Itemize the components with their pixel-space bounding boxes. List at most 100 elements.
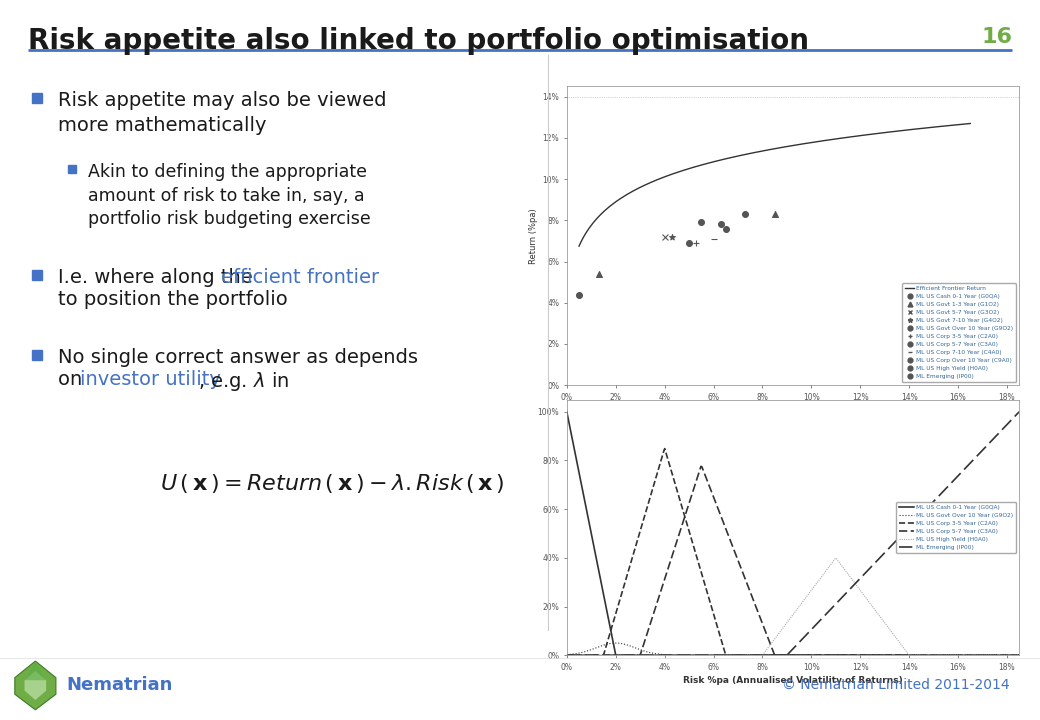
- Efficient Frontier Return: [589, 217, 601, 225]
- Text: Risk appetite also linked to portfolio optimisation: Risk appetite also linked to portfolio o…: [28, 27, 809, 55]
- ML US High Yield (H0A0): [932, 651, 944, 660]
- Point: [705, 233, 722, 245]
- X-axis label: Risk %pa (Annualised Volatility of Returns): Risk %pa (Annualised Volatility of Retur…: [703, 406, 883, 415]
- ML US Cash 0-1 Year (G0QA): [1003, 651, 1015, 660]
- ML US High Yield (H0A0): [805, 585, 817, 594]
- ML US High Yield (H0A0): [831, 555, 843, 564]
- ML US Cash 0-1 Year (G0QA): [831, 651, 843, 660]
- Polygon shape: [25, 661, 46, 680]
- Efficient Frontier Return: [573, 242, 586, 251]
- Text: I.e. where along the: I.e. where along the: [58, 268, 259, 287]
- ML US Corp 3-5 Year (C2A0): [658, 444, 671, 453]
- ML Emerging (IP00): [1003, 419, 1015, 428]
- Text: Akin to defining the appropriate
amount of risk to take in, say, a
portfolio ris: Akin to defining the appropriate amount …: [88, 163, 370, 228]
- ML US Corp 5-7 Year (C3A0): [561, 651, 573, 660]
- Point: [656, 231, 673, 243]
- Efficient Frontier Return: [646, 178, 658, 186]
- ML US Corp 5-7 Year (C3A0): [831, 651, 843, 660]
- ML US Corp 3-5 Year (C2A0): [776, 651, 788, 660]
- Text: Risk appetite may also be viewed
more mathematically: Risk appetite may also be viewed more ma…: [58, 91, 387, 135]
- Efficient Frontier Return: [964, 120, 977, 128]
- ML US Corp 5-7 Year (C3A0): [806, 651, 818, 660]
- ML US Govt Over 10 Year (G9O2): [1003, 651, 1015, 660]
- Point: [693, 217, 709, 228]
- Bar: [32, 93, 42, 103]
- ML US Corp 3-5 Year (C2A0): [806, 651, 818, 660]
- Text: © Nematrian Limited 2011-2014: © Nematrian Limited 2011-2014: [782, 678, 1010, 692]
- Point: [664, 231, 680, 243]
- ML Emerging (IP00): [778, 651, 790, 660]
- ML US High Yield (H0A0): [1013, 651, 1025, 660]
- Efficient Frontier Return: [677, 166, 690, 175]
- Polygon shape: [15, 661, 56, 710]
- ML US Corp 3-5 Year (C2A0): [932, 651, 944, 660]
- Text: on: on: [58, 370, 88, 389]
- ML US High Yield (H0A0): [778, 622, 790, 631]
- ML US Corp 5-7 Year (C3A0): [779, 651, 791, 660]
- ML US Corp 5-7 Year (C3A0): [695, 462, 707, 471]
- Bar: [32, 350, 42, 360]
- ML US High Yield (H0A0): [561, 651, 573, 660]
- Line: ML US Govt Over 10 Year (G9O2): ML US Govt Over 10 Year (G9O2): [567, 643, 1019, 655]
- Line: ML US Corp 3-5 Year (C2A0): ML US Corp 3-5 Year (C2A0): [567, 449, 1019, 655]
- Point: [681, 238, 698, 249]
- Text: 16: 16: [981, 27, 1012, 47]
- Efficient Frontier Return: [931, 122, 943, 131]
- ML US Govt Over 10 Year (G9O2): [776, 651, 788, 660]
- ML Emerging (IP00): [776, 651, 788, 660]
- Point: [591, 268, 607, 279]
- Line: ML US Cash 0-1 Year (G0QA): ML US Cash 0-1 Year (G0QA): [567, 412, 1019, 655]
- Text: to position the portfolio: to position the portfolio: [58, 290, 288, 309]
- ML US High Yield (H0A0): [776, 626, 788, 634]
- ML Emerging (IP00): [1013, 408, 1025, 416]
- X-axis label: Risk %pa (Annualised Volatility of Returns): Risk %pa (Annualised Volatility of Retur…: [683, 676, 903, 685]
- ML US Govt Over 10 Year (G9O2): [1013, 651, 1025, 660]
- Polygon shape: [25, 671, 46, 700]
- Text: No single correct answer as depends: No single correct answer as depends: [58, 348, 418, 367]
- ML US Cash 0-1 Year (G0QA): [779, 651, 791, 660]
- ML US High Yield (H0A0): [1003, 651, 1015, 660]
- ML US Govt Over 10 Year (G9O2): [561, 650, 573, 659]
- ML US Corp 5-7 Year (C3A0): [1013, 651, 1025, 660]
- ML US Corp 5-7 Year (C3A0): [776, 651, 788, 660]
- Text: Nematrian: Nematrian: [66, 676, 173, 694]
- Line: ML Emerging (IP00): ML Emerging (IP00): [567, 412, 1019, 655]
- Line: ML US High Yield (H0A0): ML US High Yield (H0A0): [567, 558, 1019, 655]
- Efficient Frontier Return: [596, 208, 608, 217]
- Efficient Frontier Return: [944, 121, 957, 130]
- ML US Cash 0-1 Year (G0QA): [932, 651, 944, 660]
- Legend: ML US Cash 0-1 Year (G0QA), ML US Govt Over 10 Year (G9O2), ML US Corp 3-5 Year : ML US Cash 0-1 Year (G0QA), ML US Govt O…: [896, 502, 1016, 553]
- ML US Govt Over 10 Year (G9O2): [609, 639, 622, 647]
- ML US Cash 0-1 Year (G0QA): [561, 408, 573, 416]
- Point: [766, 208, 783, 220]
- ML US Corp 3-5 Year (C2A0): [1013, 651, 1025, 660]
- ML US Cash 0-1 Year (G0QA): [776, 651, 788, 660]
- ML Emerging (IP00): [830, 599, 842, 608]
- ML US Govt Over 10 Year (G9O2): [779, 651, 791, 660]
- Bar: [32, 270, 42, 280]
- Text: , e.g. $\lambda$ in: , e.g. $\lambda$ in: [198, 370, 289, 393]
- ML US Govt Over 10 Year (G9O2): [932, 651, 944, 660]
- ML US Corp 3-5 Year (C2A0): [779, 651, 791, 660]
- Line: Efficient Frontier Return: Efficient Frontier Return: [579, 124, 970, 246]
- Line: ML US Corp 5-7 Year (C3A0): ML US Corp 5-7 Year (C3A0): [567, 467, 1019, 655]
- ML US High Yield (H0A0): [830, 554, 842, 562]
- Legend: Efficient Frontier Return, ML US Cash 0-1 Year (G0QA), ML US Govt 1-3 Year (G1O2: Efficient Frontier Return, ML US Cash 0-…: [903, 284, 1016, 382]
- ML US Cash 0-1 Year (G0QA): [1013, 651, 1025, 660]
- ML US Govt Over 10 Year (G9O2): [806, 651, 818, 660]
- ML US Corp 5-7 Year (C3A0): [1003, 651, 1015, 660]
- ML Emerging (IP00): [805, 625, 817, 634]
- ML US Corp 3-5 Year (C2A0): [831, 651, 843, 660]
- Point: [571, 289, 588, 300]
- Text: $U\,(\,\mathbf{x}\,) = Return\,(\,\mathbf{x}\,) - \lambda.Risk\,(\,\mathbf{x}\,): $U\,(\,\mathbf{x}\,) = Return\,(\,\mathb…: [160, 472, 504, 495]
- ML US Cash 0-1 Year (G0QA): [806, 651, 818, 660]
- ML Emerging (IP00): [932, 493, 944, 502]
- ML US Govt Over 10 Year (G9O2): [831, 651, 843, 660]
- Point: [737, 208, 754, 220]
- ML US Corp 3-5 Year (C2A0): [1003, 651, 1015, 660]
- Point: [712, 219, 729, 230]
- ML US Cash 0-1 Year (G0QA): [609, 651, 622, 660]
- ML US Corp 5-7 Year (C3A0): [932, 651, 944, 660]
- Text: investor utility: investor utility: [80, 370, 220, 389]
- Bar: [68, 165, 76, 173]
